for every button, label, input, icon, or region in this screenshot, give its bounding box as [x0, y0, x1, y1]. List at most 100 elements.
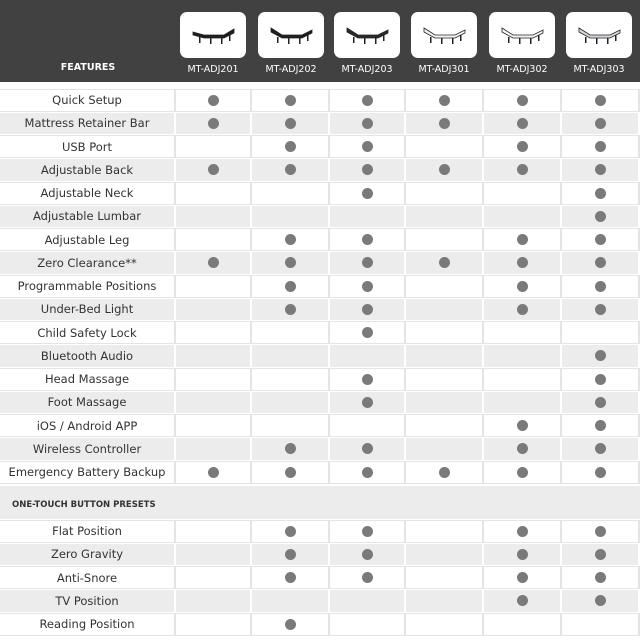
- table-row: Mattress Retainer Bar: [0, 111, 640, 135]
- included-dot-icon: [284, 280, 296, 292]
- table-row: Adjustable Lumbar: [0, 204, 640, 228]
- availability-cell: [330, 112, 404, 134]
- feature-label: Child Safety Lock: [0, 322, 174, 344]
- availability-cell: [562, 322, 638, 344]
- features-heading: FEATURES: [60, 62, 116, 73]
- included-dot-icon: [438, 164, 450, 176]
- availability-cell: [176, 159, 250, 181]
- availability-cell: [252, 275, 328, 297]
- included-dot-icon: [284, 572, 296, 584]
- table-row: Emergency Battery Backup: [0, 460, 640, 484]
- feature-label: Adjustable Leg: [0, 229, 174, 251]
- table-row: Zero Clearance**: [0, 251, 640, 275]
- included-dot-icon: [438, 466, 450, 478]
- feature-label: Bluetooth Audio: [0, 345, 174, 367]
- availability-cell: [176, 275, 250, 297]
- availability-cell: [330, 229, 404, 251]
- table-row: iOS / Android APP: [0, 414, 640, 438]
- included-dot-icon: [516, 420, 528, 432]
- adjustable-bed-icon: [578, 27, 621, 44]
- availability-cell: [176, 415, 250, 437]
- availability-cell: [176, 205, 250, 227]
- feature-label: Head Massage: [0, 368, 174, 390]
- availability-cell: [406, 590, 482, 612]
- table-row: Bluetooth Audio: [0, 344, 640, 368]
- availability-cell: [252, 229, 328, 251]
- availability-cell: [484, 229, 560, 251]
- included-dot-icon: [284, 234, 296, 246]
- product-image: [180, 12, 246, 58]
- availability-cell: [176, 89, 250, 111]
- availability-cell: [406, 520, 482, 542]
- included-dot-icon: [516, 234, 528, 246]
- feature-label: Programmable Positions: [0, 275, 174, 297]
- availability-cell: [252, 415, 328, 437]
- adjustable-bed-icon: [501, 27, 544, 44]
- availability-cell: [330, 275, 404, 297]
- availability-cell: [252, 89, 328, 111]
- availability-cell: [176, 590, 250, 612]
- included-dot-icon: [361, 117, 373, 129]
- availability-cell: [406, 543, 482, 565]
- availability-cell: [562, 275, 638, 297]
- availability-cell: [484, 275, 560, 297]
- availability-cell: [562, 613, 638, 635]
- availability-cell: [484, 520, 560, 542]
- feature-label: Zero Clearance**: [0, 252, 174, 274]
- included-dot-icon: [284, 94, 296, 106]
- included-dot-icon: [438, 257, 450, 269]
- availability-cell: [562, 345, 638, 367]
- availability-cell: [406, 391, 482, 413]
- product-image: [566, 12, 632, 58]
- included-dot-icon: [361, 327, 373, 339]
- table-row: USB Port: [0, 135, 640, 159]
- product-image: [334, 12, 400, 58]
- availability-cell: [176, 229, 250, 251]
- table-row: Under-Bed Light: [0, 297, 640, 321]
- table-row: Programmable Positions: [0, 274, 640, 298]
- included-dot-icon: [361, 443, 373, 455]
- availability-cell: [562, 520, 638, 542]
- availability-cell: [562, 136, 638, 158]
- availability-cell: [330, 391, 404, 413]
- availability-cell: [484, 415, 560, 437]
- availability-cell: [252, 112, 328, 134]
- included-dot-icon: [284, 443, 296, 455]
- availability-cell: [562, 252, 638, 274]
- adjustable-bed-icon: [270, 27, 313, 44]
- feature-label: Adjustable Back: [0, 159, 174, 181]
- feature-label: Emergency Battery Backup: [0, 461, 174, 483]
- adjustable-bed-icon: [346, 27, 389, 44]
- included-dot-icon: [361, 466, 373, 478]
- availability-cell: [176, 567, 250, 589]
- availability-cell: [252, 461, 328, 483]
- product-name: MT-ADJ302: [496, 64, 548, 75]
- feature-label: Adjustable Neck: [0, 182, 174, 204]
- availability-cell: [252, 298, 328, 320]
- availability-cell: [252, 520, 328, 542]
- included-dot-icon: [594, 187, 606, 199]
- included-dot-icon: [361, 280, 373, 292]
- feature-label: Foot Massage: [0, 391, 174, 413]
- included-dot-icon: [594, 572, 606, 584]
- included-dot-icon: [361, 396, 373, 408]
- availability-cell: [330, 205, 404, 227]
- table-row: Wireless Controller: [0, 437, 640, 461]
- availability-cell: [176, 391, 250, 413]
- availability-cell: [562, 461, 638, 483]
- availability-cell: [484, 368, 560, 390]
- availability-cell: [176, 112, 250, 134]
- availability-cell: [562, 229, 638, 251]
- included-dot-icon: [594, 257, 606, 269]
- included-dot-icon: [516, 94, 528, 106]
- availability-cell: [176, 613, 250, 635]
- included-dot-icon: [361, 164, 373, 176]
- availability-cell: [330, 438, 404, 460]
- included-dot-icon: [207, 466, 219, 478]
- availability-cell: [252, 182, 328, 204]
- availability-cell: [176, 136, 250, 158]
- availability-cell: [330, 89, 404, 111]
- product-name: MT-ADJ303: [573, 64, 625, 75]
- included-dot-icon: [207, 257, 219, 269]
- availability-cell: [406, 136, 482, 158]
